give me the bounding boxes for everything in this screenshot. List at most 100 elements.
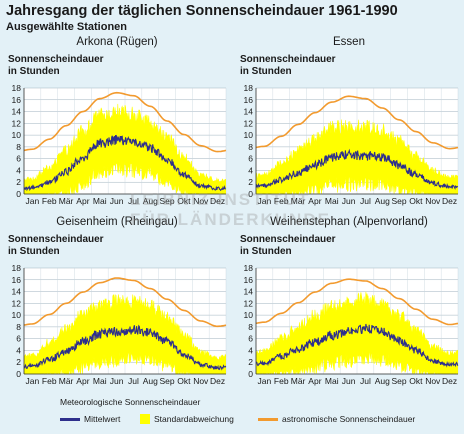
x-tick-label: Jun [110,196,124,206]
y-tick-label: 6 [248,334,253,344]
y-tick-label: 12 [244,298,254,308]
x-tick-label: Jul [360,376,371,386]
x-tick-label: Dez [442,376,457,386]
x-tick-label: Mai [93,376,107,386]
y-tick-label: 18 [12,83,22,93]
y-tick-label: 10 [12,310,22,320]
y-tick-label: 0 [16,369,21,379]
x-tick-label: Aug [375,376,390,386]
legend-mean-label: Mittelwert [84,414,121,424]
y-tick-label: 4 [16,165,21,175]
y-axis-label: Sonnenscheindauer in Stunden [240,234,336,257]
x-tick-label: Jul [360,196,371,206]
station-name: Essen [333,36,365,48]
y-tick-label: 6 [16,334,21,344]
mean-line [23,134,226,192]
station-name: Arkona (Rügen) [76,36,158,48]
y-tick-label: 2 [16,177,21,187]
y-tick-label: 14 [12,287,22,297]
y-tick-label: 0 [248,369,253,379]
y-tick-label: 12 [244,118,254,128]
x-tick-label: Feb [274,196,289,206]
x-tick-label: Feb [42,376,57,386]
x-tick-label: Sep [160,196,175,206]
mean-line [23,324,227,371]
x-tick-label: Jun [110,376,124,386]
x-tick-label: Okt [409,196,423,206]
x-tick-label: Dez [210,196,225,206]
chart-panel-arkona: Arkona (Rügen) Sonnenscheindauer in Stund… [4,36,230,206]
station-name: Weihenstephan (Alpenvorland) [270,216,428,228]
y-tick-label: 4 [248,165,253,175]
astro-line [23,277,227,328]
x-tick-label: Okt [177,376,191,386]
y-tick-label: 6 [248,154,253,164]
x-tick-label: Nov [425,376,441,386]
y-tick-label: 10 [244,310,254,320]
y-tick-label: 10 [12,130,22,140]
x-tick-label: Dez [442,196,457,206]
y-tick-label: 12 [12,298,22,308]
y-tick-label: 4 [16,345,21,355]
x-tick-label: Feb [274,376,289,386]
legend-std-label: Standardabweichung [154,414,234,424]
y-tick-label: 16 [244,95,254,105]
y-tick-label: 4 [248,345,253,355]
x-tick-label: Apr [308,376,321,386]
y-tick-label: 2 [16,357,21,367]
x-tick-label: Aug [143,376,158,386]
x-tick-label: Dez [210,376,225,386]
station-name: Geisenheim (Rheingau) [56,216,178,228]
y-tick-label: 12 [12,118,22,128]
x-tick-label: Okt [409,376,423,386]
y-tick-label: 8 [248,142,253,152]
x-tick-label: Mai [325,376,339,386]
x-tick-label: Jun [342,376,356,386]
x-tick-label: Nov [425,196,441,206]
x-tick-label: Jan [26,196,40,206]
y-axis-label: Sonnenscheindauer in Stunden [8,234,104,257]
y-axis-label: Sonnenscheindauer in Stunden [8,54,104,77]
y-tick-label: 2 [248,177,253,187]
x-tick-label: Okt [177,196,191,206]
legend-mean-swatch [60,417,80,421]
x-tick-label: Mai [93,196,107,206]
astro-line [255,278,459,326]
legend-astro: astronomische Sonnenscheindauer [258,413,415,425]
y-tick-label: 8 [16,322,21,332]
x-tick-label: Apr [76,196,89,206]
x-tick-label: Sep [160,376,175,386]
x-tick-label: Sep [392,376,407,386]
page-title: Jahresgang der täglichen Sonnenscheindau… [6,3,398,19]
y-tick-label: 16 [244,275,254,285]
y-tick-label: 14 [244,287,254,297]
legend-mean: Mittelwert [60,413,120,425]
y-tick-label: 0 [248,189,253,199]
x-tick-label: Mär [59,196,74,206]
x-tick-label: Mai [325,196,339,206]
y-tick-label: 10 [244,130,254,140]
y-tick-label: 18 [244,263,254,273]
astro-line [255,95,459,150]
x-tick-label: Mär [291,196,306,206]
x-tick-label: Jun [342,196,356,206]
x-tick-label: Jul [128,196,139,206]
x-tick-label: Apr [308,196,321,206]
x-tick-label: Apr [76,376,89,386]
x-tick-label: Nov [193,376,209,386]
y-tick-label: 0 [16,189,21,199]
chart-panel-weihenstephan: Weihenstephan (Alpenvorland) Sonnenschei… [236,216,462,386]
x-tick-label: Jul [128,376,139,386]
y-tick-label: 16 [12,95,22,105]
y-tick-label: 6 [16,154,21,164]
legend-std: Standardabweichung [140,413,234,425]
chart-panel-geisenheim: Geisenheim (Rheingau) Sonnenscheindauer i… [4,216,230,386]
y-tick-label: 18 [12,263,22,273]
astro-line [23,91,227,153]
legend-title: Meteorologische Sonnenscheindauer [60,397,201,407]
